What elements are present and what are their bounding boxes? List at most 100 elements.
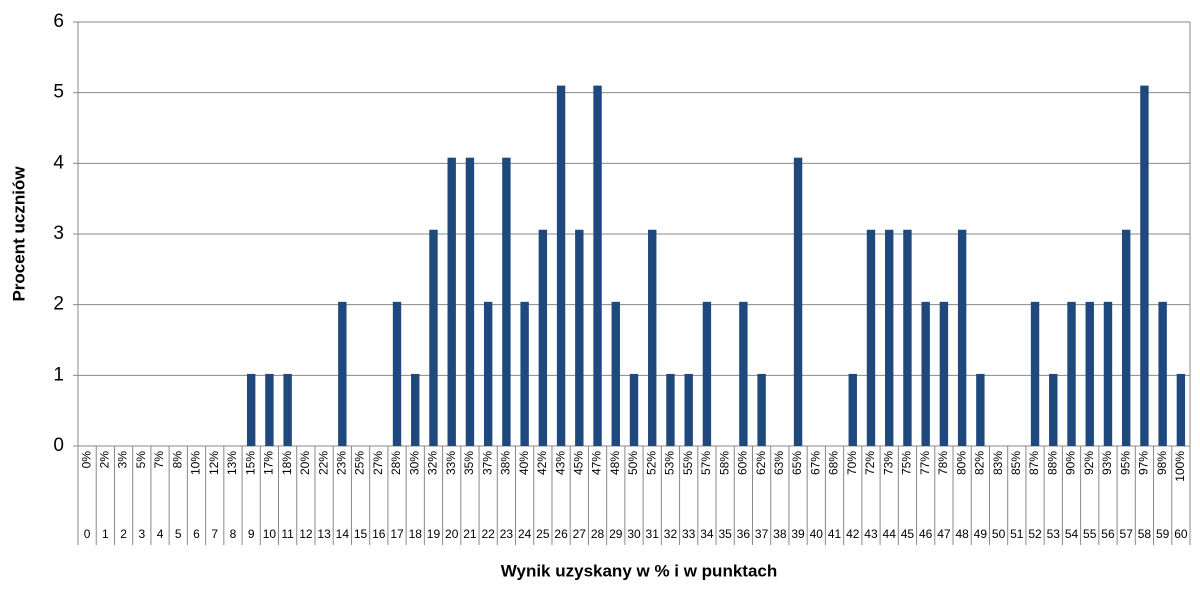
bar	[903, 229, 912, 446]
x-tick-label: 53%	[663, 451, 677, 475]
x-tick-label: 50%	[626, 451, 640, 475]
x-tick-label: 15	[354, 527, 368, 541]
bar	[684, 373, 693, 446]
x-tick-label: 6	[193, 527, 200, 541]
bar	[447, 157, 456, 446]
x-tick-label: 47	[937, 527, 951, 541]
bar	[866, 229, 876, 446]
x-tick-label: 54	[1065, 527, 1079, 541]
x-tick-label: 30	[627, 527, 641, 541]
x-tick-label: 46	[919, 527, 933, 541]
bar	[1030, 301, 1040, 446]
bar	[1140, 85, 1149, 446]
x-tick-label: 32%	[426, 451, 440, 475]
x-tick-label: 14	[336, 527, 350, 541]
bar	[1121, 229, 1131, 446]
x-tick-label: 34	[700, 527, 714, 541]
bar	[483, 301, 493, 446]
x-tick-label: 25	[536, 527, 550, 541]
x-tick-label: 31	[646, 527, 660, 541]
bar	[246, 373, 256, 446]
x-tick-label: 55	[1083, 527, 1097, 541]
x-tick-label: 27%	[371, 451, 385, 475]
x-tick-label: 57	[1120, 527, 1134, 541]
bar	[957, 229, 967, 446]
x-tick-label: 10	[263, 527, 277, 541]
x-tick-label: 17%	[262, 451, 276, 475]
bar	[1067, 301, 1076, 446]
y-tick-label: 4	[53, 152, 64, 173]
bar	[538, 229, 548, 446]
x-tick-label: 98%	[1155, 451, 1169, 475]
bar	[283, 373, 292, 446]
x-tick-label: 18%	[280, 451, 294, 475]
x-tick-label: 16	[372, 527, 386, 541]
x-tick-label: 38%	[499, 451, 513, 475]
bar	[702, 301, 712, 446]
bar	[921, 301, 930, 446]
x-tick-label: 73%	[881, 451, 895, 475]
bar	[465, 157, 475, 446]
bar	[556, 85, 566, 446]
x-tick-label: 10%	[189, 451, 203, 475]
x-tick-label: 67%	[808, 451, 822, 475]
x-axis-title: Wynik uzyskany w % i w punktach	[501, 561, 777, 580]
x-tick-label: 0	[84, 527, 91, 541]
x-tick-label: 87%	[1027, 451, 1041, 475]
x-tick-label: 60%	[736, 451, 750, 475]
x-tick-label: 20	[445, 527, 459, 541]
x-tick-label: 45	[901, 527, 915, 541]
x-tick-label: 68%	[827, 451, 841, 475]
x-tick-label: 21	[463, 527, 477, 541]
x-tick-label: 52%	[644, 451, 658, 475]
y-tick-label: 2	[53, 294, 64, 315]
x-tick-label: 59	[1156, 527, 1170, 541]
x-tick-label: 90%	[1064, 451, 1078, 475]
x-tick-label: 7	[211, 527, 218, 541]
bar	[757, 373, 766, 446]
bar	[1049, 373, 1058, 446]
bar	[411, 373, 420, 446]
bar	[520, 301, 529, 446]
y-axis-title: Procent uczniów	[9, 166, 28, 302]
x-tick-label: 83%	[991, 451, 1005, 475]
x-tick-label: 28	[591, 527, 605, 541]
x-tick-label: 62%	[754, 451, 768, 475]
x-tick-label: 97%	[1137, 451, 1151, 475]
x-tick-label: 95%	[1118, 451, 1132, 475]
x-tick-label: 18	[409, 527, 423, 541]
y-tick-label: 0	[53, 435, 64, 456]
bar	[1085, 301, 1094, 446]
x-tick-label: 23%	[334, 451, 348, 475]
bar	[575, 229, 584, 446]
bar	[848, 373, 857, 446]
y-tick-label: 3	[53, 223, 64, 244]
x-tick-label: 85%	[1009, 451, 1023, 475]
x-tick-label: 33	[682, 527, 696, 541]
x-tick-label: 15%	[243, 451, 257, 475]
x-tick-label: 93%	[1100, 451, 1114, 475]
x-tick-label: 25%	[353, 451, 367, 475]
y-tick-label: 5	[53, 82, 64, 103]
x-tick-label: 27	[573, 527, 587, 541]
x-tick-label: 13	[317, 527, 331, 541]
x-tick-label: 13%	[225, 451, 239, 475]
x-tick-label: 80%	[954, 451, 968, 475]
bar	[611, 301, 620, 446]
x-tick-label: 43	[864, 527, 878, 541]
x-tick-label: 44	[883, 527, 897, 541]
x-tick-label: 24	[518, 527, 532, 541]
x-tick-label: 35	[718, 527, 732, 541]
bar	[593, 85, 602, 446]
x-tick-label: 49	[974, 527, 988, 541]
x-tick-label: 55%	[681, 451, 695, 475]
bar	[392, 301, 402, 446]
x-tick-label: 82%	[973, 451, 987, 475]
x-tick-label: 77%	[918, 451, 932, 475]
x-tick-label: 72%	[863, 451, 877, 475]
x-tick-label: 4	[157, 527, 164, 541]
x-tick-label: 0%	[79, 451, 93, 469]
x-tick-label: 51	[1010, 527, 1024, 541]
x-tick-label: 17	[390, 527, 404, 541]
x-tick-label: 75%	[900, 451, 914, 475]
